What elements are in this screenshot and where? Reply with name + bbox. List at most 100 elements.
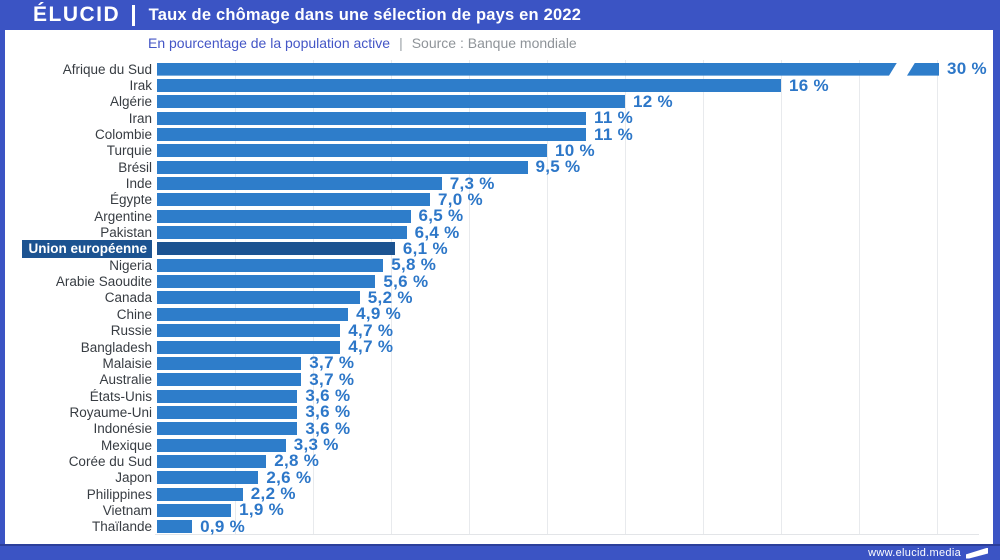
country-label: Canada <box>104 290 152 306</box>
country-label: Malaisie <box>102 355 152 371</box>
country-label: Russie <box>110 323 152 339</box>
country-label: Arabie Saoudite <box>55 274 152 290</box>
chart-row: Nigeria 5,8 % <box>5 255 993 275</box>
gridline <box>469 60 470 534</box>
country-label: Pakistan <box>100 225 152 241</box>
chart-row: Égypte 7,0 % <box>5 189 993 209</box>
bar <box>157 258 384 272</box>
bar <box>157 111 586 125</box>
value-label: 2,2 % <box>250 484 296 504</box>
bar <box>157 160 528 174</box>
value-label: 7,0 % <box>438 189 483 209</box>
value-label: 10 % <box>555 140 595 160</box>
country-label: Corée du Sud <box>68 453 152 469</box>
left-border <box>0 30 5 544</box>
value-label: 30 % <box>947 59 987 79</box>
country-label: Afrique du Sud <box>62 61 152 77</box>
value-label: 4,7 % <box>348 320 394 340</box>
chart-baseline <box>155 534 979 535</box>
value-label: 3,6 % <box>305 386 351 406</box>
value-label: 16 % <box>789 75 829 95</box>
bar <box>157 95 625 109</box>
bar <box>157 454 267 468</box>
value-label: 5,8 % <box>391 255 437 275</box>
chart-row: Colombie 11 % <box>5 125 993 144</box>
country-label: Inde <box>125 176 152 192</box>
gridline <box>625 60 626 534</box>
chart-row: Thaïlande 0,9 % <box>5 516 993 536</box>
chart-row: Russie 4,7 % <box>5 320 993 340</box>
country-label: Algérie <box>109 94 152 110</box>
chart-row: Indonésie 3,6 % <box>5 418 993 438</box>
chart-row: Iran 11 % <box>5 108 993 127</box>
chart-row: Malaisie 3,7 % <box>5 353 993 373</box>
country-label: Thaïlande <box>91 519 152 535</box>
elucid-flag-icon <box>966 547 988 559</box>
chart-row: Mexique 3,3 % <box>5 435 993 454</box>
value-label: 3,7 % <box>309 369 355 389</box>
bar <box>157 389 298 403</box>
chart-row: Bangladesh 4,7 % <box>5 337 993 356</box>
country-label: Argentine <box>94 208 152 224</box>
country-label: Colombie <box>94 127 152 143</box>
chart-row: Chine 4,9 % <box>5 304 993 323</box>
country-label: Turquie <box>106 143 152 159</box>
gridline <box>547 60 548 534</box>
subtitle-text: En pourcentage de la population active <box>148 35 391 51</box>
bar <box>157 471 259 485</box>
value-label: 3,6 % <box>305 418 351 438</box>
gridline <box>781 60 782 534</box>
elucid-logo: ÉLUCID <box>33 3 121 26</box>
country-label: Philippines <box>86 486 152 502</box>
country-label: Royaume-Uni <box>69 404 152 420</box>
value-label: 6,1 % <box>402 238 448 258</box>
bar <box>157 487 243 501</box>
chart-row: Royaume-Uni 3,6 % <box>5 402 993 421</box>
country-label: États-Unis <box>89 388 152 404</box>
country-label: Bangladesh <box>80 339 152 355</box>
bar <box>157 177 442 191</box>
country-label: Brésil <box>118 159 152 175</box>
bar <box>157 340 341 354</box>
chart-row: Inde 7,3 % <box>5 174 993 193</box>
chart-row: Vietnam 1,9 % <box>5 500 993 519</box>
gridline <box>937 60 938 534</box>
subtitle-separator: | <box>399 35 403 51</box>
gridline <box>703 60 704 534</box>
header-bar: ÉLUCID Taux de chômage dans une sélectio… <box>0 0 1000 30</box>
country-label: Vietnam <box>102 502 152 518</box>
chart-row: Algérie 12 % <box>5 92 993 111</box>
bar <box>157 193 430 207</box>
chart-row: Corée du Sud 2,8 % <box>5 451 993 470</box>
bar <box>157 307 349 321</box>
chart-row: États-Unis 3,6 % <box>5 386 993 406</box>
chart-row: Irak 16 % <box>5 75 993 95</box>
country-label: Irak <box>129 78 152 94</box>
bar <box>157 226 407 240</box>
country-label: Union européenne <box>5 240 152 259</box>
bar <box>157 503 232 517</box>
value-label: 2,6 % <box>266 467 312 487</box>
bar <box>157 405 298 419</box>
website-url: www.elucid.media <box>868 547 961 559</box>
value-label: 6,5 % <box>418 206 464 226</box>
country-label: Chine <box>116 306 152 322</box>
chart-row: Australie 3,7 % <box>5 369 993 389</box>
chart-row: Pakistan 6,4 % <box>5 223 993 242</box>
chart-row: Japon 2,6 % <box>5 467 993 487</box>
chart-title: Taux de chômage dans une sélection de pa… <box>148 5 582 24</box>
country-label: Japon <box>115 470 152 486</box>
value-label: 0,9 % <box>200 516 246 536</box>
country-label: Égypte <box>109 192 152 208</box>
chart-row: Argentine 6,5 % <box>5 206 993 226</box>
value-label: 9,5 % <box>535 157 581 177</box>
value-label: 5,2 % <box>367 287 413 307</box>
gridline <box>391 60 392 534</box>
chart-row: Union européenne 6,1 % <box>5 238 993 259</box>
bar <box>157 324 341 338</box>
header-divider <box>132 4 135 26</box>
gridline <box>859 60 860 534</box>
bar <box>157 275 376 289</box>
value-label: 3,7 % <box>309 353 355 373</box>
